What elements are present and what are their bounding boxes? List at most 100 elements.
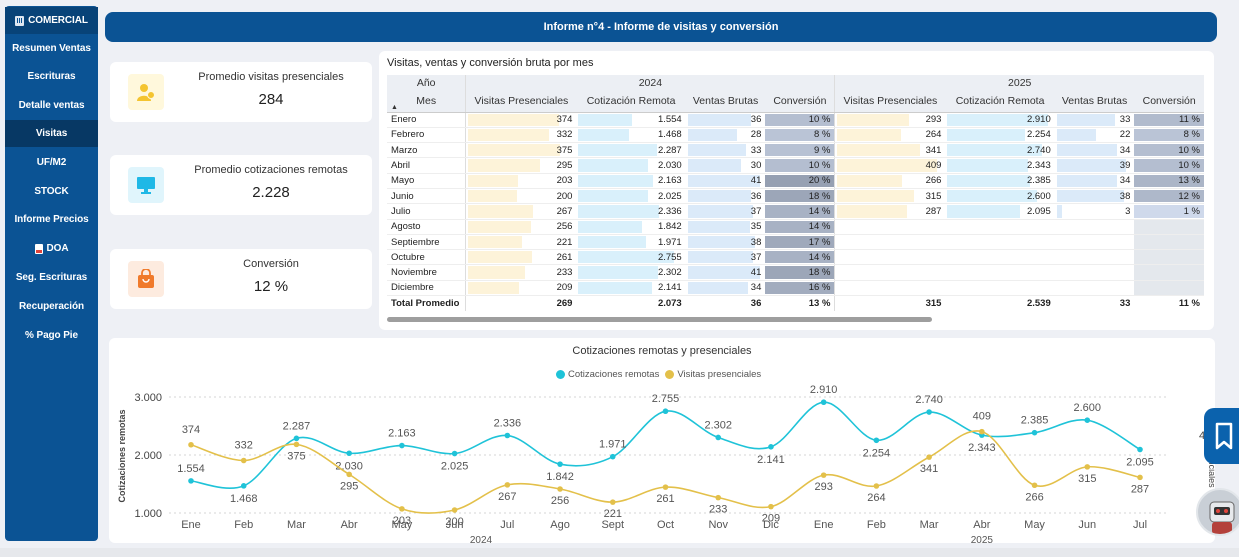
table-cell: 9 %	[765, 142, 835, 159]
sort-asc-icon[interactable]: ▲	[391, 103, 398, 111]
sidebar-item-label: Resumen Ventas	[12, 43, 91, 54]
kpi-card-conversion: Conversión 12 %	[110, 249, 372, 309]
month-header[interactable]: Mes ▲	[387, 90, 466, 113]
year-header-2024[interactable]: 2024	[465, 75, 835, 90]
table-row[interactable]: Diciembre 209 2.141 34 16 %	[387, 280, 1204, 297]
col-header[interactable]: Visitas Presenciales	[465, 90, 577, 113]
table-row[interactable]: Julio 267 2.336 37 14 % 287 2.095 3 1 %	[387, 203, 1204, 220]
table-cell: 287	[834, 203, 946, 220]
cell-value: 10 %	[1178, 160, 1200, 172]
col-header[interactable]: Ventas Brutas	[1054, 90, 1135, 113]
col-header[interactable]: Cotización Remota	[576, 90, 686, 113]
table-row[interactable]: Agosto 256 1.842 35 14 %	[387, 219, 1204, 235]
sidebar-item-seg-escrituras[interactable]: Seg. Escrituras	[5, 264, 98, 291]
table-cell: 209	[465, 280, 577, 297]
robot-avatar-icon[interactable]	[1196, 488, 1239, 536]
x-tick-label: Mar	[287, 519, 306, 531]
table-cell	[1134, 249, 1204, 266]
data-label: 341	[920, 463, 938, 475]
table-row[interactable]: Octubre 261 2.755 37 14 %	[387, 249, 1204, 266]
sidebar-item-comercial[interactable]: COMERCIAL	[5, 7, 98, 34]
table-row[interactable]: Enero 374 1.554 36 10 % 293 2.910 33 11 %	[387, 112, 1204, 128]
legend-item-cotizaciones[interactable]: Cotizaciones remotas	[556, 369, 659, 380]
sidebar-item-label: COMERCIAL	[28, 15, 88, 26]
table-cell: 2.755	[576, 249, 686, 266]
cell-value: 36	[750, 190, 762, 202]
table-row[interactable]: Febrero 332 1.468 28 8 % 264 2.254 22 8 %	[387, 127, 1204, 144]
sidebar-item-detalle-ventas[interactable]: Detalle ventas	[5, 92, 98, 119]
cell-data-bar	[837, 174, 903, 187]
table-row[interactable]: Marzo 375 2.287 33 9 % 341 2.740 34 10 %	[387, 142, 1204, 159]
cell-data-bar	[837, 113, 910, 126]
cell-data-bar	[578, 220, 643, 233]
cell-data-bar	[468, 205, 534, 218]
sidebar-item-informe-precios[interactable]: Informe Precios	[5, 206, 98, 233]
chart-legend: Cotizaciones remotas Visitas presenciale…	[556, 369, 761, 380]
col-header[interactable]: Conversión	[1134, 90, 1204, 113]
cell-value: 36	[750, 297, 762, 309]
sidebar-item-stock[interactable]: STOCK	[5, 178, 98, 205]
row-label: Junio	[387, 188, 466, 205]
sidebar-item-resumen-ventas[interactable]: Resumen Ventas	[5, 35, 98, 62]
horizontal-scrollbar[interactable]	[387, 317, 932, 322]
table-cell: 8 %	[765, 127, 835, 144]
cell-data-bar	[468, 128, 550, 142]
cell-data-bar	[687, 266, 760, 279]
data-label: 2.095	[1126, 456, 1154, 468]
legend-item-visitas[interactable]: Visitas presenciales	[665, 369, 761, 380]
col-header[interactable]: Ventas Brutas	[685, 90, 766, 113]
bookmark-button[interactable]	[1204, 408, 1239, 464]
cell-data-bar	[687, 251, 753, 264]
table-row[interactable]: Abril 295 2.030 30 10 % 409 2.343 39 10 %	[387, 157, 1204, 174]
kpi-card-visitas: Promedio visitas presenciales 284	[110, 62, 372, 122]
cell-data-bar	[947, 144, 1043, 157]
matrix-grid[interactable]: Año 2024 2025 Mes ▲ Visitas Presenciales…	[387, 75, 1204, 313]
table-cell: 17 %	[765, 234, 835, 251]
sidebar-item-label: Detalle ventas	[18, 100, 85, 111]
cell-data-bar	[687, 174, 760, 187]
legend-dot	[556, 370, 565, 379]
table-row[interactable]: Septiembre 221 1.971 38 17 %	[387, 234, 1204, 251]
col-header[interactable]: Conversión	[765, 90, 835, 113]
row-label: Marzo	[387, 142, 466, 159]
cell-data-bar	[687, 189, 751, 203]
table-row[interactable]: Junio 200 2.025 36 18 % 315 2.600 38 12 %	[387, 188, 1204, 205]
data-point	[1137, 474, 1143, 481]
data-point	[873, 437, 880, 444]
sidebar-item-uf-m2[interactable]: UF/M2	[5, 149, 98, 176]
chart-panel: Cotizaciones remotas y presenciales Coti…	[109, 338, 1215, 543]
cell-value: 209	[556, 282, 573, 294]
cell-value: 2.336	[657, 205, 682, 217]
x-tick-label: Jun	[1078, 519, 1096, 531]
col-header[interactable]: Visitas Presenciales	[834, 90, 946, 113]
cell-value: 2.163	[657, 175, 682, 187]
sidebar-item-recuperaci-n[interactable]: Recuperación	[5, 293, 98, 320]
sidebar-item-escrituras[interactable]: Escrituras	[5, 63, 98, 90]
data-point	[715, 434, 722, 441]
cell-value: 18 %	[808, 190, 831, 202]
sidebar-item-visitas[interactable]: Visitas	[5, 120, 98, 147]
x-tick-label: Dic	[763, 519, 779, 531]
cell-value: 38	[750, 236, 762, 248]
cell-data-bar	[1056, 189, 1124, 203]
y-axis-title: Cotizaciones remotas	[117, 409, 127, 502]
table-row[interactable]: Mayo 203 2.163 41 20 % 266 2.385 34 13 %	[387, 173, 1204, 189]
table-cell: 2.910	[945, 112, 1055, 128]
cell-value: 8 %	[1183, 129, 1200, 141]
table-cell: 41	[685, 173, 766, 189]
cell-data-bar	[1134, 159, 1204, 172]
table-cell: 8 %	[1134, 127, 1204, 144]
cell-data-bar	[1134, 205, 1204, 218]
table-cell: 2.343	[945, 157, 1055, 174]
total-row[interactable]: Total Promedio 269 2.073 36 13 % 315 2.539 33 11…	[387, 295, 1204, 311]
table-row[interactable]: Noviembre 233 2.302 41 18 %	[387, 264, 1204, 281]
col-header[interactable]: Cotización Remota	[945, 90, 1055, 113]
cell-data-bar	[578, 128, 630, 142]
sidebar-item-doa[interactable]: DOA	[5, 235, 98, 262]
cell-data-bar	[1056, 128, 1096, 142]
year-header-2025[interactable]: 2025	[834, 75, 1204, 90]
sidebar-item-pago-pie[interactable]: % Pago Pie	[5, 322, 98, 349]
table-cell: 2.025	[576, 188, 686, 205]
cell-data-bar	[1056, 205, 1062, 218]
cell-value: 17 %	[808, 236, 831, 248]
